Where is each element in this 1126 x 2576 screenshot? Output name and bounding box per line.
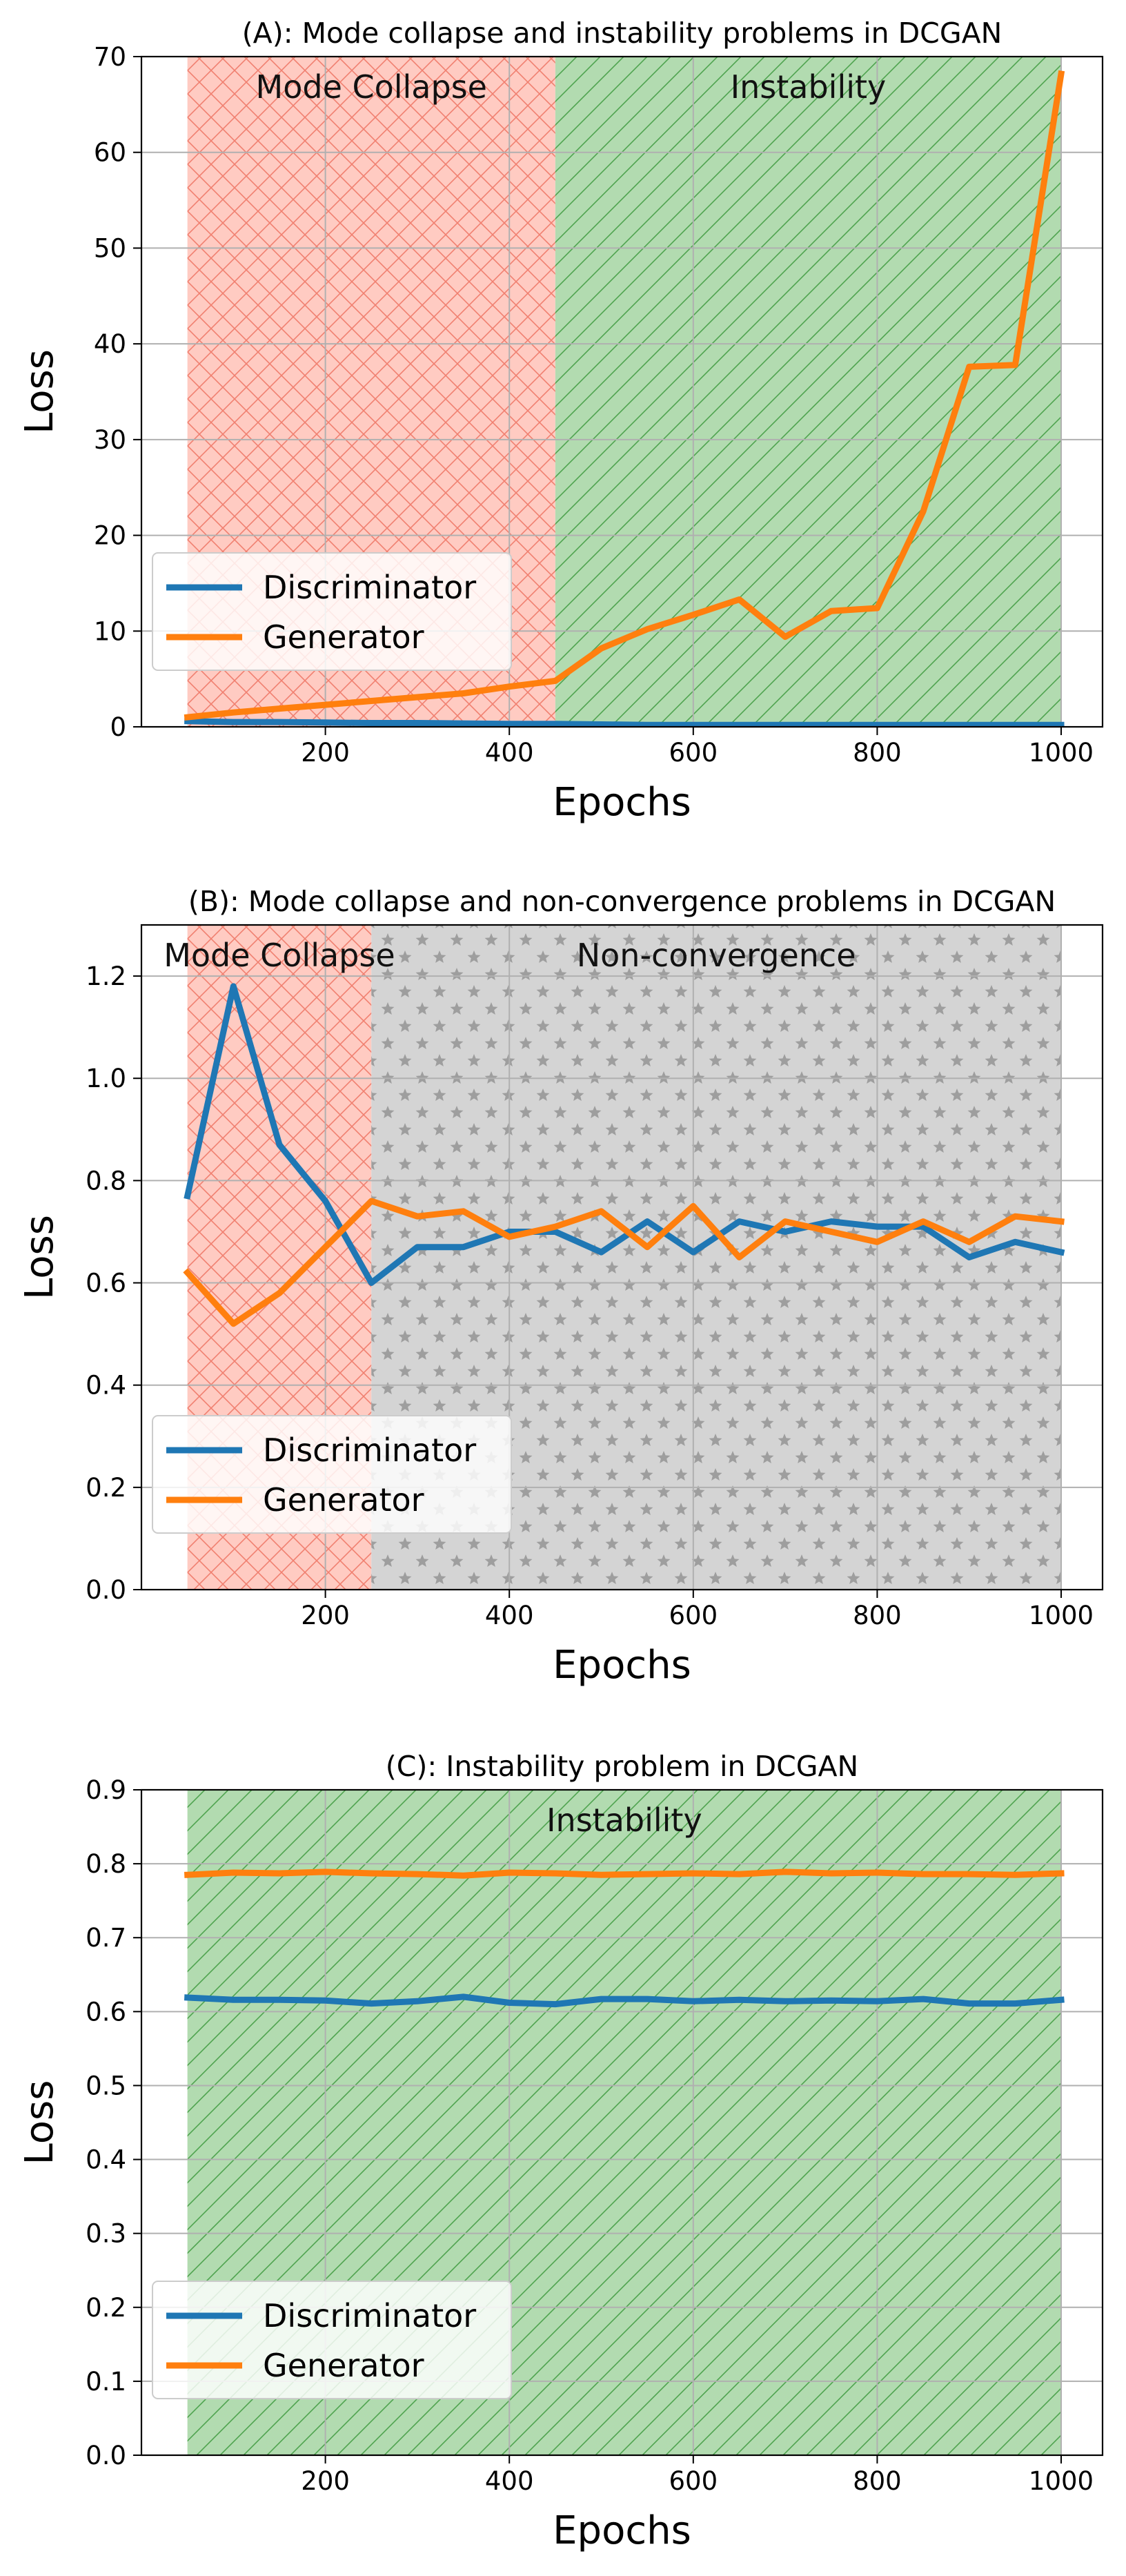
y-tick-label: 1.2: [86, 962, 126, 991]
region-label: Non-convergence: [577, 937, 856, 974]
axes-frame: [140, 55, 1104, 728]
y-tick-label: 0.0: [86, 2441, 126, 2470]
chart-title: (C): Instability problem in DCGAN: [386, 1750, 858, 1783]
x-tick-label: 400: [485, 1601, 534, 1630]
legend-box: [152, 2281, 512, 2399]
y-tick-label: 0.7: [86, 1923, 126, 1953]
y-tick-label: 40: [94, 329, 126, 359]
y-axis-label: Loss: [17, 349, 62, 434]
legend-box: [152, 552, 512, 671]
x-tick-label: 800: [853, 1601, 902, 1630]
y-tick-label: 70: [94, 42, 126, 72]
chart-panel-c: Instability 200 400 600 800 1000 0.0 0.1 0.2 0.3 0…: [17, 1750, 1104, 2553]
series-group: [184, 1868, 1065, 2008]
series-line-generator: [183, 1198, 1065, 1327]
y-tick-label: 0.9: [86, 1775, 126, 1805]
region-hatch: [555, 57, 1062, 727]
x-tick-label: 200: [301, 2466, 350, 2496]
x-tick-label: 1000: [1029, 738, 1094, 768]
y-axis-label: Loss: [17, 2080, 62, 2165]
x-axis-label: Epochs: [553, 780, 691, 825]
legend: Discriminator Generator: [152, 552, 512, 671]
x-tick-label: 400: [485, 2466, 534, 2496]
legend: Discriminator Generator: [152, 1415, 512, 1534]
region-label: Instability: [731, 68, 887, 106]
y-tick-label: 0.2: [86, 2293, 126, 2323]
chart-title: (A): Mode collapse and instability probl…: [242, 17, 1002, 50]
legend-entry: Discriminator: [263, 1432, 476, 1469]
region-label: Instability: [546, 1802, 702, 1839]
x-tick-label: 200: [301, 738, 350, 768]
y-tick-label: 0.4: [86, 1371, 126, 1401]
y-tick-label: 20: [94, 521, 126, 551]
series-line-discriminator: [184, 1993, 1065, 2008]
chart-panel-b: Mode Collapse Non-convergence 200 400 600 800…: [17, 885, 1104, 1688]
y-axis-label: Loss: [17, 1215, 62, 1300]
x-tick-label: 400: [485, 738, 534, 768]
legend-entry: Generator: [263, 1481, 424, 1519]
y-tick-label: 0.2: [86, 1473, 126, 1503]
x-axis-label: Epochs: [553, 1643, 691, 1688]
x-tick-label: 600: [669, 1601, 718, 1630]
y-tick-label: 0.5: [86, 2071, 126, 2100]
legend: Discriminator Generator: [152, 2281, 512, 2399]
chart-title: (B): Mode collapse and non-convergence p…: [188, 885, 1056, 918]
y-tick-label: 0.6: [86, 1269, 126, 1298]
x-tick-label: 800: [853, 2466, 902, 2496]
y-tick-label: 0.4: [86, 2145, 126, 2175]
series-line-generator: [184, 1868, 1065, 1879]
y-tick-label: 1.0: [86, 1064, 126, 1093]
y-tick-label: 0.3: [86, 2219, 126, 2249]
x-tick-label: 600: [669, 738, 718, 768]
y-tick-label: 0.6: [86, 1997, 126, 2027]
y-tick-label: 10: [94, 616, 126, 646]
x-tick-label: 600: [669, 2466, 718, 2496]
series-group: [183, 983, 1065, 1327]
x-tick-label: 800: [853, 738, 902, 768]
legend-entry: Generator: [263, 2347, 424, 2384]
x-axis-label: Epochs: [553, 2508, 691, 2553]
legend-entry: Discriminator: [263, 569, 476, 606]
y-tick-label: 0.0: [86, 1575, 126, 1605]
region-label: Mode Collapse: [256, 68, 487, 106]
series-group: [184, 70, 1065, 727]
y-tick-label: 0.8: [86, 1849, 126, 1879]
legend-entry: Generator: [263, 618, 424, 656]
axes-frame: [140, 924, 1104, 1591]
y-tick-label: 30: [94, 425, 126, 455]
series-line-discriminator: [184, 718, 1065, 727]
y-tick-label: 0.8: [86, 1166, 126, 1196]
region-label: Mode Collapse: [164, 937, 395, 974]
x-tick-label: 1000: [1029, 1601, 1094, 1630]
legend-box: [152, 1415, 512, 1534]
legend-entry: Discriminator: [263, 2297, 476, 2334]
y-tick-label: 0.1: [86, 2367, 126, 2397]
x-tick-label: 1000: [1029, 2466, 1094, 2496]
axes-frame: [140, 1788, 1104, 2457]
y-tick-label: 60: [94, 138, 126, 168]
y-tick-label: 0: [110, 712, 126, 742]
x-tick-label: 200: [301, 1601, 350, 1630]
series-line-generator: [184, 70, 1065, 721]
y-tick-label: 50: [94, 233, 126, 263]
